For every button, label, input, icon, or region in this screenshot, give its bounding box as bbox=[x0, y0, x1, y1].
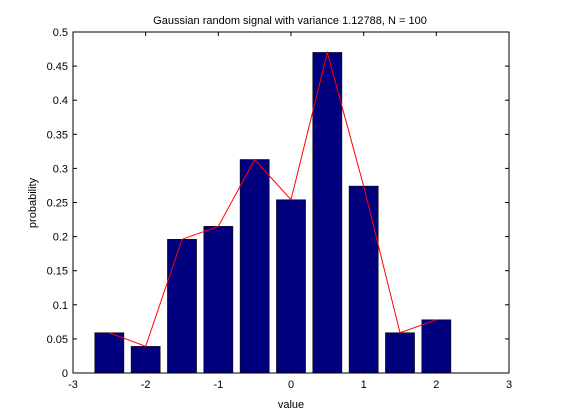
bar-5 bbox=[276, 199, 306, 374]
bar-4 bbox=[239, 159, 270, 374]
bar-6 bbox=[312, 52, 343, 374]
x-tick-label: -2 bbox=[141, 379, 151, 391]
y-axis-label: probability bbox=[27, 177, 39, 228]
x-tick-label: -3 bbox=[68, 379, 78, 391]
bar-3 bbox=[203, 226, 234, 374]
bar-1 bbox=[130, 346, 161, 374]
y-tick-label: 0.4 bbox=[53, 95, 68, 107]
x-axis-label: value bbox=[278, 399, 304, 411]
y-tick-label: 0.35 bbox=[47, 129, 68, 141]
bar-0 bbox=[94, 332, 125, 374]
x-tick-label: 1 bbox=[361, 379, 367, 391]
bars-layer bbox=[94, 52, 452, 374]
x-tick-label: 0 bbox=[288, 379, 294, 391]
line-layer bbox=[109, 50, 437, 348]
x-tick-label: -1 bbox=[213, 379, 223, 391]
chart-title: Gaussian random signal with variance 1.1… bbox=[153, 15, 427, 27]
bar-7 bbox=[348, 185, 379, 374]
bar-2 bbox=[167, 239, 197, 374]
y-tick-label: 0.1 bbox=[53, 300, 68, 312]
x-tick-label: 2 bbox=[433, 379, 439, 391]
y-tick-label: 0.5 bbox=[53, 27, 68, 39]
y-tick-label: 0 bbox=[62, 368, 68, 380]
y-tick-label: 0.2 bbox=[53, 232, 68, 244]
y-tick-label: 0.45 bbox=[47, 61, 68, 73]
density-line bbox=[109, 50, 437, 348]
x-tick-label: 3 bbox=[506, 379, 512, 391]
bar-8 bbox=[385, 332, 415, 374]
bar-9 bbox=[421, 319, 452, 374]
y-tick-label: 0.15 bbox=[47, 266, 68, 278]
y-tick-label: 0.05 bbox=[47, 334, 68, 346]
ticks-layer: -3 -2 -1 0 1 2 3 0 0.05 0.1 0.15 0.2 0.25 0.3 0.35 0.4 0… bbox=[47, 27, 512, 391]
y-tick-label: 0.3 bbox=[53, 163, 68, 175]
y-tick-label: 0.25 bbox=[47, 198, 68, 210]
